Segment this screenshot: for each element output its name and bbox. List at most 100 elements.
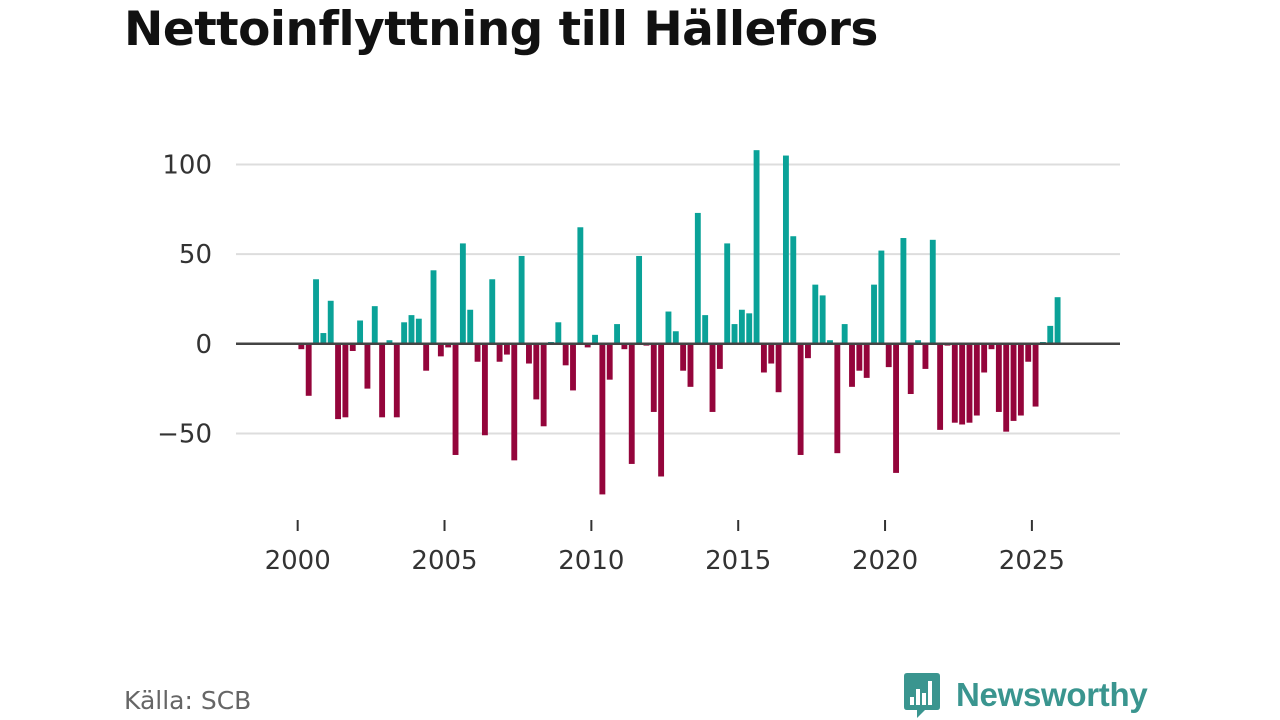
bar bbox=[658, 343, 665, 477]
bar bbox=[812, 284, 819, 344]
bar bbox=[782, 155, 789, 344]
bar bbox=[386, 340, 393, 344]
bar bbox=[540, 343, 547, 427]
bar bbox=[863, 343, 870, 378]
bar bbox=[841, 324, 848, 344]
bar bbox=[357, 320, 364, 344]
bar bbox=[885, 343, 892, 368]
bar bbox=[320, 333, 327, 344]
bar bbox=[415, 318, 422, 344]
bar bbox=[937, 343, 944, 430]
bar bbox=[687, 343, 694, 387]
bar bbox=[371, 306, 378, 344]
bar bbox=[966, 343, 973, 423]
bar bbox=[1032, 343, 1039, 407]
bar bbox=[871, 284, 877, 344]
bar bbox=[650, 343, 657, 412]
y-tick-label: 100 bbox=[162, 151, 212, 181]
bar bbox=[900, 238, 907, 344]
bar bbox=[298, 343, 305, 350]
bar bbox=[584, 343, 591, 348]
bar bbox=[724, 243, 731, 344]
bar bbox=[533, 343, 540, 400]
bar bbox=[819, 295, 826, 344]
bar bbox=[511, 343, 518, 461]
bar bbox=[995, 343, 1002, 412]
bar bbox=[893, 343, 899, 473]
bar bbox=[327, 300, 334, 344]
bar bbox=[1003, 343, 1010, 432]
bar bbox=[738, 309, 745, 344]
bar bbox=[467, 309, 474, 344]
bar bbox=[834, 343, 841, 454]
bar bbox=[907, 343, 914, 395]
bar bbox=[694, 212, 701, 344]
brand-logo[interactable]: Newsworthy bbox=[902, 670, 1148, 720]
bar bbox=[1047, 325, 1054, 344]
bar bbox=[768, 343, 775, 364]
bar bbox=[313, 279, 319, 344]
source-label: Källa: SCB bbox=[124, 686, 252, 715]
bar bbox=[621, 343, 628, 350]
bar bbox=[606, 343, 613, 380]
bar bbox=[702, 315, 709, 344]
bar bbox=[746, 313, 753, 344]
bar bbox=[878, 250, 885, 344]
bar bbox=[592, 334, 598, 344]
bar bbox=[1025, 343, 1032, 362]
bar bbox=[951, 343, 958, 423]
x-tick-label: 2025 bbox=[999, 546, 1065, 576]
bar bbox=[680, 343, 687, 371]
bar bbox=[922, 343, 929, 369]
bar bbox=[437, 343, 444, 357]
x-tick-label: 2000 bbox=[265, 546, 331, 576]
bar bbox=[716, 343, 723, 369]
bar bbox=[988, 343, 995, 350]
bar bbox=[981, 343, 988, 373]
bar bbox=[577, 227, 584, 344]
bar bbox=[555, 322, 562, 344]
bar bbox=[599, 343, 606, 495]
bar bbox=[423, 343, 430, 371]
chart-title: Nettoinflyttning till Hällefors bbox=[124, 2, 878, 57]
bar bbox=[570, 343, 576, 391]
bar bbox=[973, 343, 980, 416]
bar bbox=[672, 331, 679, 344]
bar bbox=[775, 343, 782, 393]
bar-series bbox=[298, 150, 1061, 495]
grid-lines bbox=[236, 163, 1120, 435]
bar bbox=[856, 343, 863, 371]
y-tick-label: 0 bbox=[195, 330, 212, 360]
bar bbox=[753, 150, 760, 344]
x-tick-label: 2020 bbox=[852, 546, 918, 576]
bar bbox=[305, 343, 312, 396]
x-tick-label: 2005 bbox=[411, 546, 477, 576]
bar bbox=[562, 343, 569, 366]
bar bbox=[526, 343, 532, 364]
bar bbox=[489, 279, 496, 344]
bar bbox=[797, 343, 804, 455]
bar bbox=[408, 315, 415, 344]
bar bbox=[709, 343, 716, 412]
bar bbox=[1010, 343, 1017, 421]
bar bbox=[445, 343, 452, 348]
bar bbox=[503, 343, 510, 355]
y-tick-label: 50 bbox=[179, 240, 212, 270]
bar bbox=[628, 343, 635, 464]
bar bbox=[849, 343, 855, 387]
bar bbox=[379, 343, 386, 418]
bar bbox=[401, 322, 408, 344]
bar bbox=[959, 343, 966, 425]
bar bbox=[430, 270, 437, 344]
bar bbox=[805, 343, 811, 359]
bar bbox=[496, 343, 503, 362]
brand-name: Newsworthy bbox=[956, 676, 1148, 713]
bar bbox=[731, 324, 738, 344]
bar bbox=[452, 343, 459, 455]
bar bbox=[342, 343, 349, 418]
bar bbox=[636, 255, 643, 344]
bar bbox=[474, 343, 481, 362]
y-tick-label: −50 bbox=[157, 419, 212, 449]
bar bbox=[364, 343, 371, 389]
